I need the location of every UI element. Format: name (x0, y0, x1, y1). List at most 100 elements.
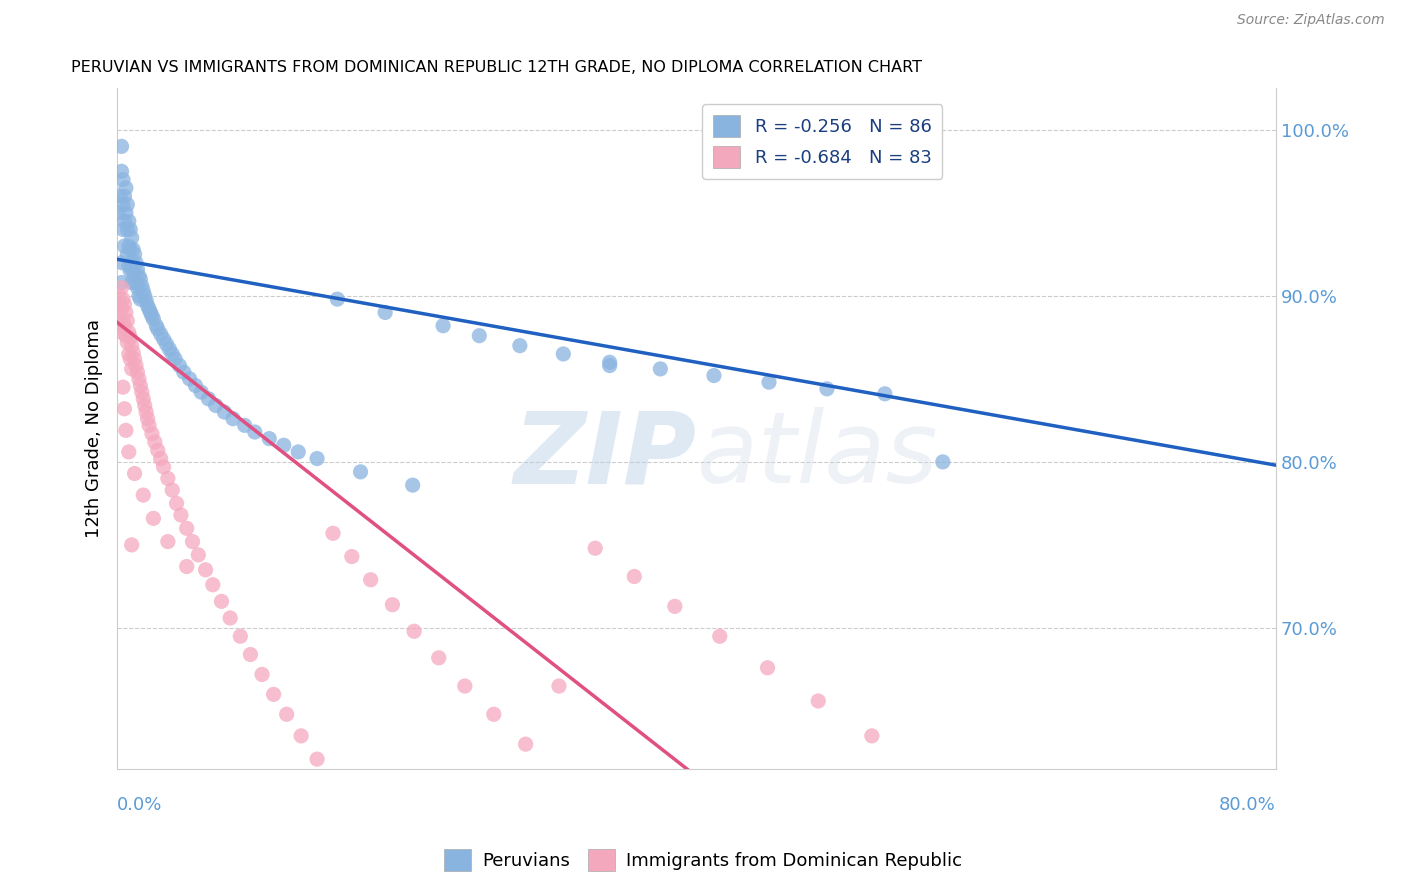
Point (121, 362, 143, 376)
Point (121, 276, 143, 290)
Point (340, 549, 363, 564)
Point (160, 347, 183, 361)
Point (146, 443, 169, 458)
Point (229, 629, 252, 643)
Point (136, 411, 159, 425)
Point (468, 328, 491, 343)
Point (114, 401, 136, 416)
Point (307, 752, 329, 766)
Point (758, 375, 780, 389)
Point (129, 272, 152, 286)
Text: ZIP: ZIP (513, 408, 696, 504)
Point (121, 338, 143, 352)
Point (134, 289, 156, 303)
Point (111, 197, 134, 211)
Point (807, 694, 830, 708)
Point (157, 342, 180, 356)
Point (115, 328, 138, 343)
Point (132, 284, 155, 298)
Point (664, 599, 686, 614)
Point (156, 534, 179, 549)
Point (176, 521, 198, 535)
Point (115, 423, 138, 437)
Point (156, 471, 179, 485)
Point (117, 197, 139, 211)
Point (110, 326, 132, 340)
Point (108, 297, 131, 311)
Point (402, 478, 425, 492)
Point (190, 385, 212, 400)
Point (122, 243, 145, 257)
Point (128, 372, 150, 386)
Point (124, 247, 146, 261)
Point (117, 314, 139, 328)
Point (132, 488, 155, 502)
Point (114, 318, 136, 333)
Point (170, 508, 193, 522)
Point (114, 239, 136, 253)
Point (187, 548, 209, 562)
Point (127, 280, 149, 294)
Point (110, 302, 132, 317)
Point (169, 359, 191, 373)
Point (287, 445, 309, 459)
Text: 80.0%: 80.0% (1219, 797, 1277, 814)
Point (110, 164, 132, 178)
Point (553, 347, 575, 361)
Point (259, 432, 281, 446)
Point (125, 276, 148, 290)
Point (432, 318, 454, 333)
Point (650, 362, 672, 376)
Point (184, 378, 207, 392)
Point (135, 293, 157, 308)
Legend: R = -0.256   N = 86, R = -0.684   N = 83: R = -0.256 N = 86, R = -0.684 N = 83 (703, 104, 942, 179)
Point (381, 598, 404, 612)
Point (211, 594, 233, 608)
Point (222, 411, 245, 425)
Point (134, 399, 156, 413)
Point (263, 687, 285, 701)
Point (143, 434, 166, 449)
Legend: Peruvians, Immigrants from Dominican Republic: Peruvians, Immigrants from Dominican Rep… (437, 842, 969, 879)
Point (121, 538, 143, 552)
Point (117, 335, 139, 350)
Point (127, 262, 149, 277)
Point (155, 337, 177, 351)
Point (860, 729, 883, 743)
Point (118, 445, 141, 459)
Point (322, 526, 344, 541)
Point (111, 222, 134, 236)
Point (273, 438, 295, 452)
Point (115, 305, 138, 319)
Point (118, 259, 141, 273)
Point (583, 541, 606, 556)
Point (145, 318, 167, 333)
Point (111, 315, 134, 329)
Point (124, 268, 146, 283)
Point (709, 629, 731, 643)
Point (111, 380, 134, 394)
Point (454, 679, 477, 693)
Point (756, 661, 779, 675)
Point (204, 399, 226, 413)
Point (599, 359, 621, 373)
Point (118, 347, 141, 361)
Point (107, 309, 129, 323)
Point (121, 255, 143, 269)
Point (326, 292, 349, 306)
Point (107, 289, 129, 303)
Point (121, 230, 143, 244)
Point (125, 255, 148, 269)
Point (623, 569, 645, 583)
Point (142, 511, 165, 525)
Point (703, 368, 725, 383)
Point (374, 305, 396, 319)
Point (142, 312, 165, 326)
Point (166, 496, 188, 510)
Y-axis label: 12th Grade, No Diploma: 12th Grade, No Diploma (86, 319, 103, 538)
Point (118, 214, 141, 228)
Point (128, 268, 150, 283)
Point (110, 280, 132, 294)
Point (349, 465, 371, 479)
Point (138, 418, 160, 433)
